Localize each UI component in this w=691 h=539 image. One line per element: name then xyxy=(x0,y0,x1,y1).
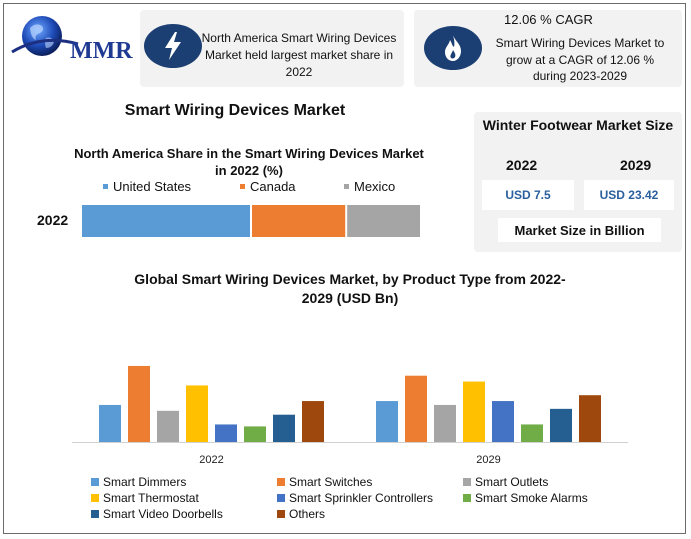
value-2022: USD 7.5 xyxy=(482,180,574,210)
legend-label: Mexico xyxy=(354,179,396,194)
legend-item-smart-outlets: Smart Outlets xyxy=(463,475,548,489)
legend-swatch xyxy=(277,510,285,518)
north-america-info-text: North America Smart Wiring Devices Marke… xyxy=(201,31,397,79)
market-size-card: Winter Footwear Market Size 2022 2029 US… xyxy=(474,112,682,252)
legend-item-smart-smoke-alarms: Smart Smoke Alarms xyxy=(463,491,588,505)
legend-label: Smart Thermostat xyxy=(103,491,199,505)
lightning-icon xyxy=(144,24,202,68)
legend-label: Smart Sprinkler Controllers xyxy=(289,491,434,505)
legend-swatch xyxy=(277,478,285,486)
legend-label: Smart Smoke Alarms xyxy=(475,491,588,505)
logo-text: MMR xyxy=(70,38,133,64)
legend-item-smart-video-doorbells: Smart Video Doorbells xyxy=(91,507,223,521)
legend-swatch xyxy=(91,494,99,502)
legend-label: Smart Video Doorbells xyxy=(103,507,223,521)
north-america-info-card: North America Smart Wiring Devices Marke… xyxy=(140,10,404,87)
legend-swatch xyxy=(463,494,471,502)
value-2029: USD 23.42 xyxy=(584,180,674,210)
legend-item-smart-sprinkler-controllers: Smart Sprinkler Controllers xyxy=(277,491,433,505)
cagr-info-card: 12.06 % CAGR Smart Wiring Devices Market… xyxy=(414,10,682,87)
market-size-unit: Market Size in Billion xyxy=(498,218,661,242)
legend-label: Canada xyxy=(250,179,296,194)
market-size-title: Winter Footwear Market Size xyxy=(482,117,674,133)
legend-item-mexico: Mexico xyxy=(344,179,395,194)
grouped-chart-title: Global Smart Wiring Devices Market, by P… xyxy=(134,271,566,306)
legend-swatch xyxy=(240,184,245,189)
year-2029-label: 2029 xyxy=(620,157,652,173)
cagr-title: 12.06 % CAGR xyxy=(504,12,593,27)
legend-item-canada: Canada xyxy=(240,179,296,194)
legend-swatch xyxy=(277,494,285,502)
legend-label: United States xyxy=(113,179,192,194)
legend-label: Smart Outlets xyxy=(475,475,549,489)
stacked-bar-category-label: 2022 xyxy=(37,212,69,228)
legend-item-smart-switches: Smart Switches xyxy=(277,475,372,489)
year-2022-label: 2022 xyxy=(506,157,538,173)
legend-swatch xyxy=(103,184,108,189)
globe-icon xyxy=(11,16,79,56)
main-title: Smart Wiring Devices Market xyxy=(124,102,346,119)
cagr-info-text: Smart Wiring Devices Market to grow at a… xyxy=(495,36,665,83)
infographic-frame xyxy=(3,3,686,534)
legend-item-smart-thermostat: Smart Thermostat xyxy=(91,491,199,505)
legend-item-united-states: United States xyxy=(103,179,191,194)
legend-swatch xyxy=(91,478,99,486)
legend-item-others: Others xyxy=(277,507,325,521)
legend-swatch xyxy=(463,478,471,486)
legend-item-smart-dimmers: Smart Dimmers xyxy=(91,475,186,489)
legend-label: Smart Dimmers xyxy=(103,475,187,489)
legend-swatch xyxy=(91,510,99,518)
legend-label: Smart Switches xyxy=(289,475,373,489)
na-chart-title: North America Share in the Smart Wiring … xyxy=(74,146,424,178)
legend-label: Others xyxy=(289,507,326,521)
fire-icon xyxy=(424,26,482,70)
legend-swatch xyxy=(344,184,349,189)
mmr-logo: MMR xyxy=(10,12,140,67)
